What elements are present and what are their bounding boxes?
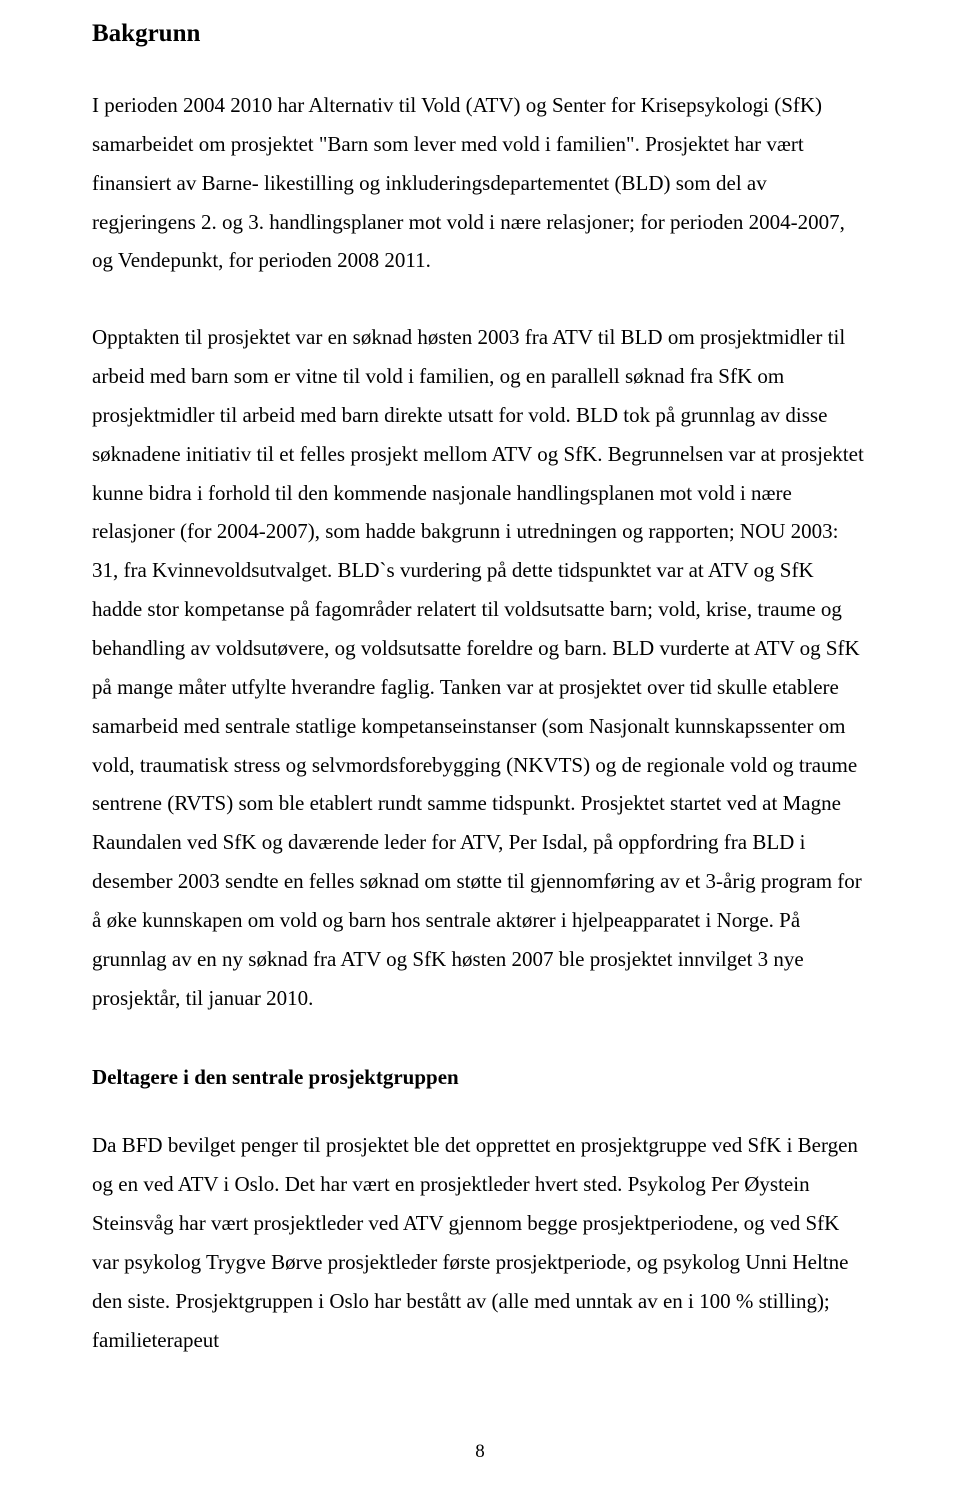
- paragraph-1: I perioden 2004 2010 har Alternativ til …: [92, 86, 868, 280]
- section-heading: Bakgrunn: [92, 20, 868, 48]
- paragraph-3: Da BFD bevilget penger til prosjektet bl…: [92, 1126, 868, 1359]
- paragraph-2: Opptakten til prosjektet var en søknad h…: [92, 318, 868, 1017]
- document-page: Bakgrunn I perioden 2004 2010 har Altern…: [0, 0, 960, 1487]
- page-number: 8: [0, 1441, 960, 1463]
- subsection-heading: Deltagere i den sentrale prosjektgruppen: [92, 1065, 868, 1090]
